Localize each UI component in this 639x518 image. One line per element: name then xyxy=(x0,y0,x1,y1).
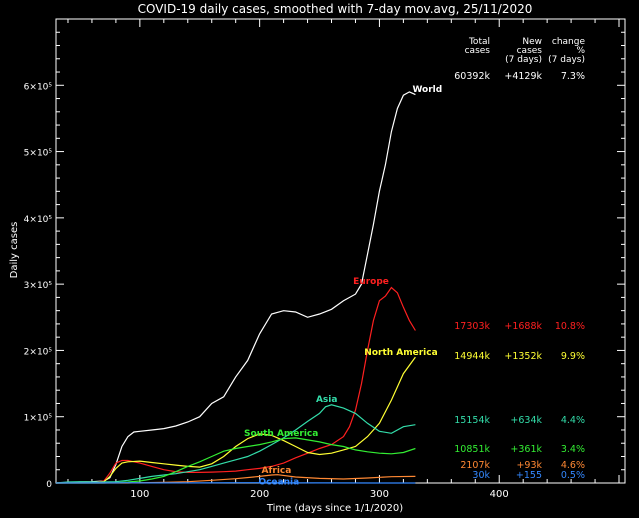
series-line-world xyxy=(55,91,416,484)
table-cell-south-america-new: +361k xyxy=(510,444,542,455)
x-axis-label: Time (days since 1/1/2020) xyxy=(266,503,403,514)
y-tick-label: 0 xyxy=(46,480,52,490)
table-header-change: (7 days) xyxy=(548,55,585,65)
y-tick-label: 6×10⁵ xyxy=(24,82,53,92)
table-header-new: New xyxy=(522,37,542,47)
table-cell-north-america-new: +1352k xyxy=(504,351,542,362)
series-label-europe: Europe xyxy=(353,277,389,287)
table-cell-oceania-total: 30k xyxy=(472,470,490,481)
y-tick-label: 1×10⁵ xyxy=(24,414,53,424)
series-label-world: World xyxy=(412,85,442,95)
y-tick-label: 5×10⁵ xyxy=(24,149,53,159)
series-label-north-america: North America xyxy=(364,348,437,358)
table-cell-world-total: 60392k xyxy=(454,71,490,82)
table-header-total: cases xyxy=(465,46,491,56)
table-cell-south-america-total: 10851k xyxy=(454,444,490,455)
table-cell-oceania-new: +155 xyxy=(516,470,542,481)
series-line-north-america xyxy=(55,356,416,484)
table-cell-africa-new: +93k xyxy=(516,460,542,471)
x-tick-label: 200 xyxy=(250,489,269,500)
table-cell-world-new: +4129k xyxy=(504,71,542,82)
y-axis-label: Daily cases xyxy=(9,222,20,279)
table-cell-europe-change: 10.8% xyxy=(555,321,585,332)
series-label-south-america: South America xyxy=(244,429,318,439)
x-tick-label: 100 xyxy=(130,489,149,500)
series-line-europe xyxy=(55,286,416,484)
y-tick-label: 3×10⁵ xyxy=(24,281,53,291)
table-header-change: change xyxy=(552,37,586,47)
table-cell-oceania-change: 0.5% xyxy=(561,470,585,481)
table-cell-africa-total: 2107k xyxy=(460,460,490,471)
table-cell-africa-change: 4.6% xyxy=(561,460,585,471)
table-cell-asia-new: +634k xyxy=(510,415,542,426)
x-tick-label: 400 xyxy=(490,489,509,500)
series-label-oceania: Oceania xyxy=(258,477,299,487)
table-header-new: (7 days) xyxy=(505,55,542,65)
series-label-asia: Asia xyxy=(316,395,337,405)
table-cell-europe-new: +1688k xyxy=(504,321,542,332)
table-cell-asia-change: 4.4% xyxy=(561,415,585,426)
table-cell-world-change: 7.3% xyxy=(561,71,585,82)
table-cell-south-america-change: 3.4% xyxy=(561,444,585,455)
series-label-africa: Africa xyxy=(262,466,292,476)
series-line-south-america xyxy=(56,437,416,484)
table-header-total: Total xyxy=(468,37,490,47)
chart-title: COVID-19 daily cases, smoothed with 7-da… xyxy=(138,2,533,16)
x-tick-label: 300 xyxy=(370,489,389,500)
y-tick-label: 2×10⁵ xyxy=(24,347,53,357)
table-cell-asia-total: 15154k xyxy=(454,415,490,426)
series-line-asia xyxy=(55,404,416,484)
y-tick-label: 4×10⁵ xyxy=(24,215,53,225)
table-header-change: % xyxy=(576,46,585,56)
table-cell-europe-total: 17303k xyxy=(454,321,490,332)
plot-frame xyxy=(55,18,626,484)
table-cell-north-america-total: 14944k xyxy=(454,351,490,362)
table-cell-north-america-change: 9.9% xyxy=(561,351,585,362)
table-header-new: cases xyxy=(517,46,543,56)
